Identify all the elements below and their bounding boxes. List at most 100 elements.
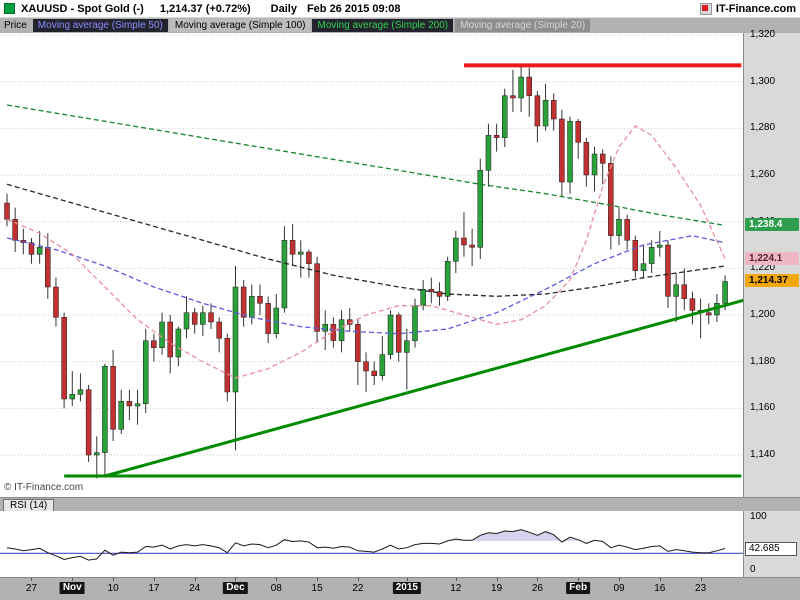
x-tick-label: 09	[613, 583, 625, 594]
candle	[599, 149, 606, 185]
rsi-line[interactable]	[6, 529, 726, 561]
price-series-label[interactable]: Price	[4, 20, 27, 31]
candle	[306, 249, 312, 278]
x-tick-label: 12	[450, 583, 462, 594]
legend-item-ma20[interactable]: Moving average (Simple 20)	[455, 19, 591, 32]
candle	[550, 93, 557, 131]
candle	[542, 84, 549, 131]
x-tick-mark	[537, 578, 539, 581]
candle	[232, 266, 239, 451]
candle	[142, 329, 149, 413]
candle	[289, 224, 296, 266]
ma200-line[interactable]	[6, 104, 726, 227]
candle	[371, 361, 377, 385]
symbol-status-icon	[4, 3, 15, 14]
price-axis[interactable]: 1,3201,3001,2801,2601,2401,2201,2001,180…	[743, 29, 800, 497]
x-tick-mark	[357, 578, 359, 581]
rsi-ymin-label: 0	[750, 564, 756, 575]
candle	[183, 296, 190, 339]
candle	[216, 317, 222, 353]
legend-item-ma200[interactable]: Moving average (Simple 200)	[312, 19, 454, 32]
candle	[453, 231, 459, 273]
candle	[208, 303, 214, 329]
candle	[363, 352, 369, 392]
rsi-value-badge: 42.685	[745, 542, 797, 556]
x-tick-label: 19	[491, 583, 503, 594]
rsi-header-bar: RSI (14)	[0, 497, 800, 512]
x-tick-label: 26	[531, 583, 543, 594]
watermark: © IT-Finance.com	[4, 482, 84, 493]
price-tick: 1,200	[750, 309, 776, 320]
candle	[45, 233, 51, 299]
x-tick-label: Dec	[223, 582, 248, 594]
legend-item-ma50[interactable]: Moving average (Simple 50)	[32, 19, 168, 32]
x-tick-label: Nov	[59, 582, 85, 594]
candle	[697, 298, 704, 339]
candle	[118, 389, 124, 434]
price-tick: 1,160	[750, 402, 776, 414]
x-tick-label: 17	[148, 583, 160, 594]
x-tick-mark	[31, 578, 33, 581]
candle	[175, 326, 182, 367]
candle	[657, 231, 663, 257]
x-axis[interactable]: 27 Nov 10 17 24 Dec 08 15 22 2015 12 19 26 Feb 09 16 23	[0, 577, 800, 600]
candle	[477, 158, 484, 259]
candle	[502, 88, 508, 147]
rsi-fill	[7, 529, 726, 541]
trendline[interactable]	[104, 298, 743, 478]
candle	[648, 240, 655, 273]
candle	[379, 336, 386, 381]
candle	[518, 65, 524, 112]
x-tick-mark	[659, 578, 661, 581]
candle	[526, 67, 532, 117]
x-tick-label: 23	[695, 583, 707, 594]
instrument-title: XAUUSD - Spot Gold (-)	[21, 2, 144, 15]
ma-legend: Moving average (Simple 50) Moving average…	[32, 19, 592, 32]
x-tick-mark	[700, 578, 702, 581]
candle	[338, 310, 345, 353]
candle	[224, 333, 231, 402]
candle	[469, 228, 475, 266]
price-chart-region: © IT-Finance.com	[0, 33, 743, 497]
candle	[689, 291, 696, 325]
price-plot[interactable]	[0, 33, 743, 497]
candle	[240, 280, 247, 327]
candle	[395, 312, 402, 362]
ma50-line[interactable]	[6, 235, 726, 335]
x-tick-mark	[113, 578, 115, 581]
rsi-plot[interactable]	[0, 511, 743, 577]
candle	[314, 256, 320, 343]
candle	[36, 231, 43, 264]
legend-item-ma100[interactable]: Moving average (Simple 100)	[169, 19, 311, 32]
datetime-label: Feb 26 2015 09:08	[306, 2, 401, 15]
candle	[265, 296, 271, 343]
ma20-badge: 1,224.1	[745, 251, 799, 265]
x-tick-mark	[496, 578, 498, 581]
candle	[591, 147, 598, 192]
last-price-badge: 1,214.37	[745, 274, 799, 288]
candle	[575, 119, 581, 159]
ma20-line[interactable]	[6, 125, 726, 379]
ma100-line[interactable]	[6, 183, 726, 297]
candle	[567, 116, 573, 194]
x-tick-label: 2015	[392, 582, 421, 594]
candle	[85, 385, 92, 462]
rsi-axis[interactable]: 100 0 42.685	[743, 511, 800, 577]
candle	[102, 364, 108, 476]
candle	[420, 280, 426, 311]
x-tick-label: 08	[270, 583, 282, 594]
brand-logo-icon	[699, 2, 712, 15]
price-tick: 1,220	[750, 262, 776, 274]
candle	[167, 315, 173, 374]
candle	[249, 284, 255, 325]
x-tick-mark	[235, 578, 237, 581]
candle	[159, 312, 165, 355]
x-tick-label: Feb	[566, 582, 591, 594]
candle	[640, 245, 647, 278]
candle	[436, 282, 443, 306]
candle	[191, 308, 198, 334]
x-tick-mark	[455, 578, 457, 581]
candle	[673, 273, 679, 322]
candle	[461, 212, 467, 257]
